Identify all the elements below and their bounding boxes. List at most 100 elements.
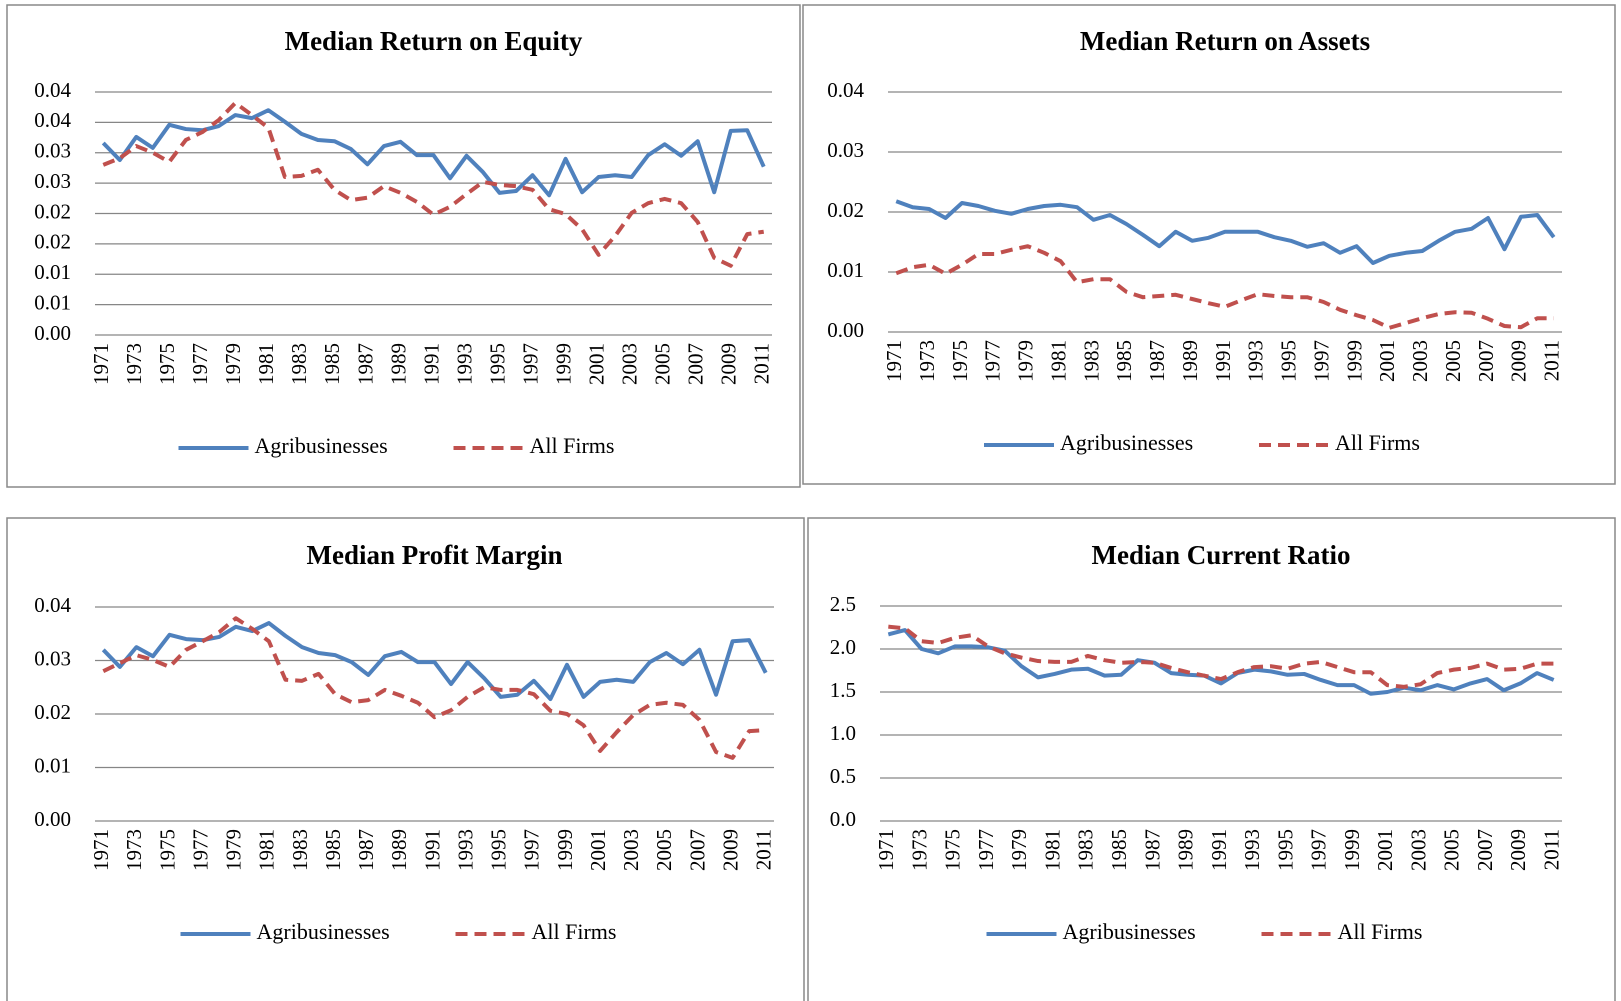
x-tick-label: 1993 <box>1244 340 1268 382</box>
x-tick-label: 1999 <box>1340 829 1364 871</box>
x-tick-label: 1989 <box>386 343 410 385</box>
x-tick-label: 2005 <box>652 829 676 871</box>
y-tick-label: 2.5 <box>830 592 856 616</box>
x-tick-label: 1971 <box>882 340 906 382</box>
x-tick-label: 2007 <box>1473 829 1497 871</box>
y-tick-label: 0.02 <box>34 230 71 254</box>
panel-border <box>6 517 805 1001</box>
chart-panel: Median Profit Margin 0.00 0.01 0.02 0.03 0.04… <box>6 517 805 1001</box>
x-tick-label: 1995 <box>1273 829 1297 871</box>
y-tick-label: 0.02 <box>34 700 71 724</box>
x-tick-label: 2001 <box>586 829 610 871</box>
x-tick-label: 1983 <box>1079 340 1103 382</box>
legend-label: Agribusinesses <box>1063 919 1196 944</box>
x-tick-label: 2009 <box>1506 829 1530 871</box>
x-tick-label: 1973 <box>122 829 146 871</box>
series-line <box>101 621 768 702</box>
y-tick-label: 0.03 <box>34 169 71 193</box>
x-tick-label: 2003 <box>617 343 641 385</box>
y-tick-label: 0.04 <box>34 593 71 617</box>
y-tick-label: 2.0 <box>830 635 856 659</box>
x-tick-label: 2011 <box>750 343 774 384</box>
x-tick-label: 1979 <box>221 343 245 385</box>
x-tick-label: 1975 <box>155 343 179 385</box>
x-tick-label: 1983 <box>1074 829 1098 871</box>
x-tick-label: 1995 <box>1277 340 1301 382</box>
x-tick-label: 1987 <box>1140 829 1164 871</box>
x-tick-label: 1975 <box>948 340 972 382</box>
x-tick-label: 1985 <box>1107 829 1131 871</box>
x-tick-label: 2011 <box>1540 340 1564 381</box>
y-tick-label: 0.02 <box>34 199 71 223</box>
panel-border <box>802 4 1616 485</box>
x-tick-label: 2009 <box>1507 340 1531 382</box>
legend-label: All Firms <box>1338 919 1423 944</box>
x-tick-label: 1983 <box>288 829 312 871</box>
x-tick-label: 1993 <box>452 343 476 385</box>
x-tick-label: 1981 <box>1040 829 1064 871</box>
legend-label: Agribusinesses <box>255 433 388 458</box>
legend-label: Agribusinesses <box>1060 430 1193 455</box>
y-tick-label: 0.04 <box>34 78 71 102</box>
chart-title: Median Return on Equity <box>285 26 583 56</box>
y-tick-label: 0.00 <box>827 318 864 342</box>
x-tick-label: 1991 <box>1207 829 1231 871</box>
x-tick-label: 1981 <box>255 829 279 871</box>
y-tick-label: 0.03 <box>827 138 864 162</box>
panel-border <box>807 517 1616 1001</box>
x-tick-label: 1999 <box>553 829 577 871</box>
x-tick-label: 2011 <box>752 829 776 870</box>
x-tick-label: 2005 <box>650 343 674 385</box>
x-tick-label: 1999 <box>551 343 575 385</box>
x-tick-label: 1987 <box>1145 340 1169 382</box>
y-tick-label: 0.5 <box>830 764 856 788</box>
x-tick-label: 1979 <box>222 829 246 871</box>
x-tick-label: 1997 <box>520 829 544 871</box>
x-tick-label: 2003 <box>619 829 643 871</box>
x-tick-label: 1987 <box>354 829 378 871</box>
x-tick-label: 1985 <box>1112 340 1136 382</box>
y-tick-label: 0.02 <box>827 198 864 222</box>
y-tick-label: 0.01 <box>34 260 71 284</box>
y-tick-label: 1.5 <box>830 678 856 702</box>
x-tick-label: 1971 <box>89 829 113 871</box>
x-tick-label: 1977 <box>188 829 212 871</box>
x-tick-label: 1981 <box>254 343 278 385</box>
legend-label: All Firms <box>532 919 617 944</box>
x-tick-label: 2003 <box>1408 340 1432 382</box>
x-tick-label: 2007 <box>1474 340 1498 382</box>
x-tick-label: 2003 <box>1406 829 1430 871</box>
legend-label: All Firms <box>1335 430 1420 455</box>
x-tick-label: 1997 <box>1307 829 1331 871</box>
x-tick-label: 1973 <box>915 340 939 382</box>
x-tick-label: 2005 <box>1441 340 1465 382</box>
x-tick-label: 1991 <box>1211 340 1235 382</box>
x-tick-label: 1977 <box>981 340 1005 382</box>
legend-label: All Firms <box>530 433 615 458</box>
y-tick-label: 0.00 <box>34 807 71 831</box>
x-tick-label: 1977 <box>974 829 998 871</box>
x-tick-label: 1997 <box>518 343 542 385</box>
chart-title: Median Current Ratio <box>1092 540 1351 570</box>
legend: Agribusinesses All Firms <box>986 919 1423 944</box>
x-tick-label: 1989 <box>387 829 411 871</box>
x-tick-label: 1979 <box>1014 340 1038 382</box>
x-tick-label: 1991 <box>420 829 444 871</box>
x-tick-label: 1987 <box>353 343 377 385</box>
y-tick-label: 1.0 <box>830 721 856 745</box>
x-tick-label: 1971 <box>89 343 113 385</box>
y-tick-label: 0.01 <box>34 753 71 777</box>
legend: Agribusinesses All Firms <box>984 430 1420 455</box>
legend: Agribusinesses All Firms <box>178 433 615 458</box>
y-tick-label: 0.0 <box>830 807 856 831</box>
x-tick-label: 2001 <box>1373 829 1397 871</box>
x-tick-label: 1993 <box>1240 829 1264 871</box>
x-tick-label: 1975 <box>155 829 179 871</box>
x-tick-label: 1983 <box>287 343 311 385</box>
x-tick-label: 2001 <box>584 343 608 385</box>
x-tick-label: 1989 <box>1174 829 1198 871</box>
x-tick-label: 1993 <box>453 829 477 871</box>
x-tick-label: 2001 <box>1375 340 1399 382</box>
